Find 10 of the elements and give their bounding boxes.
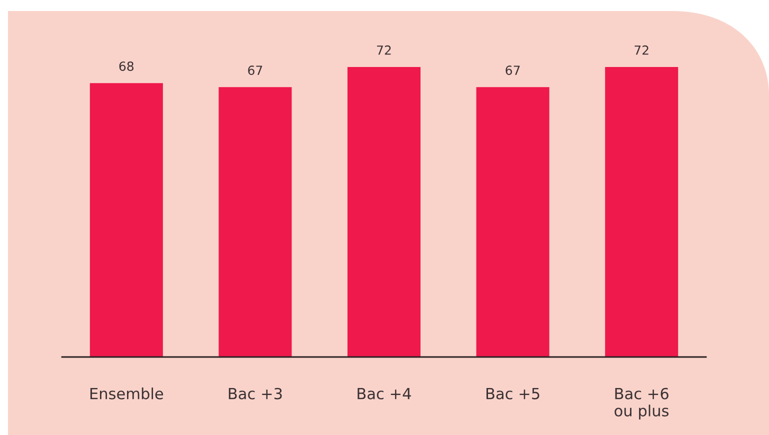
x-tick-label: Bac +3: [228, 388, 282, 400]
x-tick-label: Bac +4: [358, 388, 411, 400]
data-label: 72: [634, 45, 648, 55]
data-label: 67: [248, 66, 262, 75]
data-label: 72: [377, 45, 391, 55]
x-tick-label: Bac +6 ou plus: [614, 388, 669, 420]
data-label: 68: [119, 62, 134, 71]
data-label: 67: [506, 66, 520, 75]
x-tick-label: Ensemble: [90, 388, 164, 400]
x-tick-label: Bac +5: [486, 388, 540, 400]
